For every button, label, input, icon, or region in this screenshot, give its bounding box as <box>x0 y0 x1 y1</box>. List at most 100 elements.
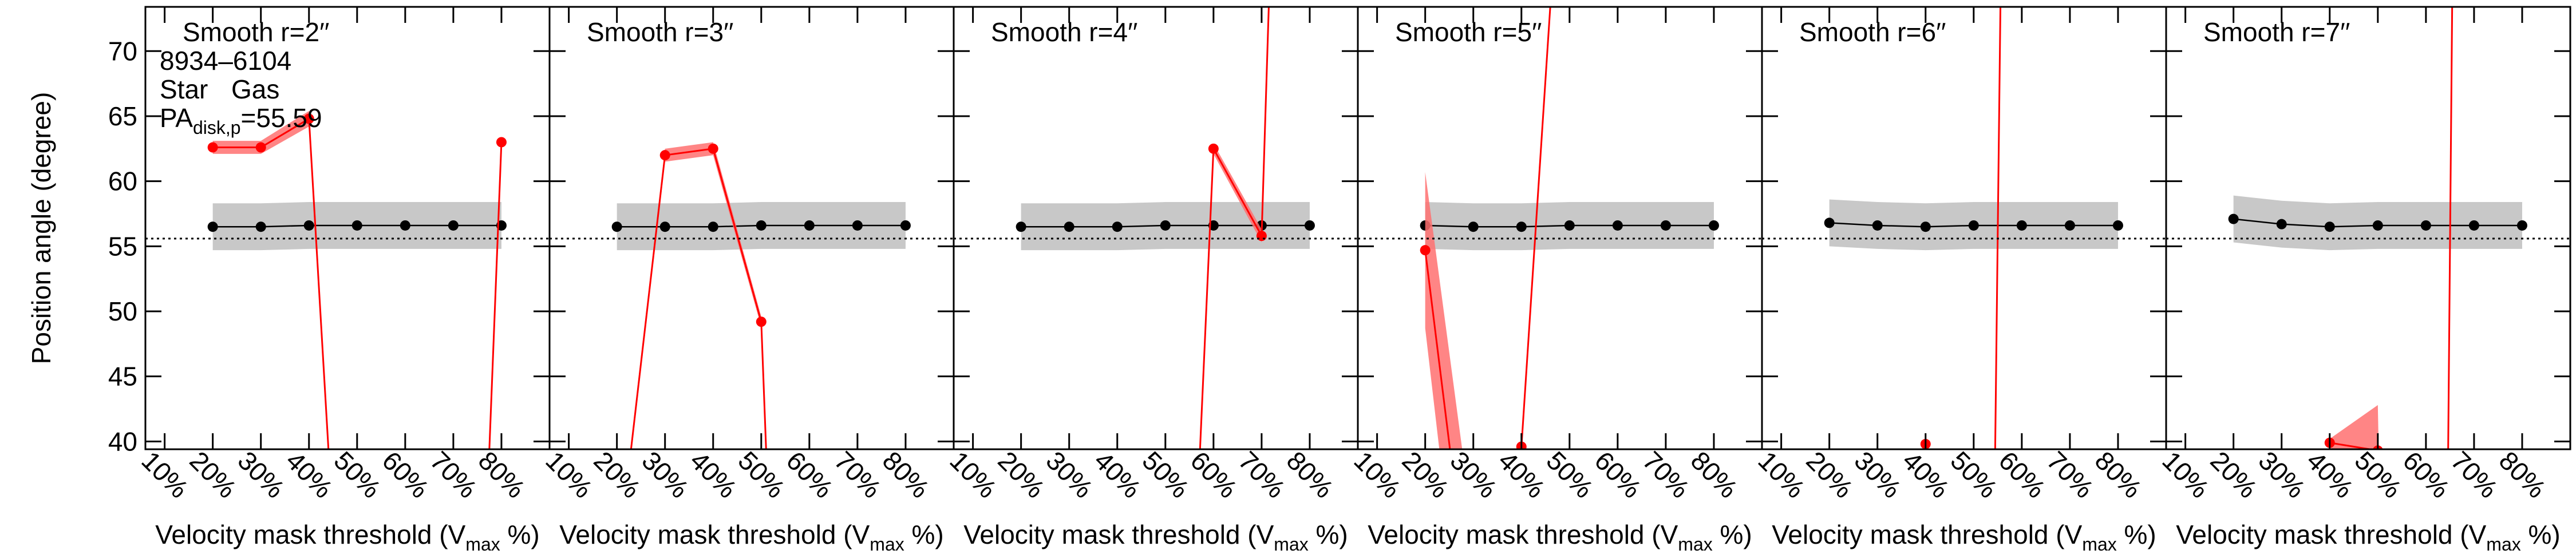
y-tick-label: 70 <box>108 36 137 66</box>
x-tick-label: 70% <box>1637 445 1696 504</box>
legend-label: Gas <box>231 74 279 104</box>
panel: 40 45 50 55 60 65 70 10%20%30%40%50%60%70%80% Ve… <box>26 6 551 555</box>
plot-area <box>145 110 550 449</box>
point <box>2324 221 2335 232</box>
point <box>1064 221 1074 232</box>
series-line <box>1199 7 1270 449</box>
x-tick-label: 70% <box>425 445 483 504</box>
point <box>900 220 911 231</box>
x-tick-label: 50% <box>329 445 387 504</box>
point <box>1824 217 1835 228</box>
point <box>2016 220 2027 231</box>
x-label-sub: max <box>870 534 904 555</box>
point <box>1160 220 1171 231</box>
x-tick-label: 60% <box>1993 445 2052 504</box>
point <box>1016 221 1026 232</box>
point <box>400 220 410 231</box>
panel: 10%20%30%40%50%60%70%80%Velocity mask th… <box>540 6 955 555</box>
plot-area <box>1358 7 1762 449</box>
legend-label: Star <box>160 74 208 104</box>
x-tick-label: 10% <box>136 445 194 504</box>
x-tick-label: 60% <box>1185 445 1243 504</box>
point <box>496 137 507 148</box>
pa-annotation: PAdisk,p=55.59 <box>160 103 322 138</box>
x-tick-label: 30% <box>1444 445 1503 504</box>
x-tick-label: 60% <box>1589 445 1647 504</box>
x-tick-label: 20% <box>2204 445 2263 504</box>
point <box>2276 219 2287 229</box>
x-tick-label: 20% <box>588 445 646 504</box>
y-tick-label: 55 <box>108 231 137 261</box>
x-tick-label: 80% <box>2494 445 2552 504</box>
panel-title: Smooth r=6′′ <box>1799 17 1946 47</box>
panel: 10%20%30%40%50%60%70%80%Velocity mask th… <box>2156 6 2571 555</box>
x-axis-label: Velocity mask threshold (Vmax %) <box>155 520 539 555</box>
point <box>1872 220 1883 231</box>
point <box>611 221 622 232</box>
point <box>2112 220 2123 231</box>
x-tick-label: 80% <box>1281 445 1340 504</box>
series-line <box>1424 7 1551 449</box>
x-tick-label: 80% <box>877 445 935 504</box>
point <box>2372 220 2383 231</box>
point <box>2516 220 2527 231</box>
x-tick-label: 20% <box>1800 445 1859 504</box>
point <box>303 113 314 124</box>
point <box>207 142 218 153</box>
axes-frame <box>2165 6 2571 450</box>
panel: 10%20%30%40%50%60%70%80%Velocity mask th… <box>944 6 1359 555</box>
x-tick-label: 70% <box>2041 445 2100 504</box>
x-label-sub: max <box>1678 534 1712 555</box>
point <box>2468 220 2479 231</box>
x-label-main: Velocity mask threshold (V <box>2176 520 2486 549</box>
y-tick-label: 65 <box>108 101 137 131</box>
point <box>1208 143 1219 154</box>
panel: 10%20%30%40%50%60%70%80%Velocity mask th… <box>1348 6 1763 555</box>
x-label-main: Velocity mask threshold (V <box>963 520 1274 549</box>
x-axis-label: Velocity mask threshold (Vmax %) <box>1772 520 2156 555</box>
x-label-main: Velocity mask threshold (V <box>155 520 465 549</box>
panel-title: Smooth r=4′′ <box>991 17 1137 47</box>
panel-title: Smooth r=2′′ <box>183 17 329 47</box>
x-tick-label: 40% <box>1089 445 1147 504</box>
error-band <box>212 110 329 449</box>
x-tick-label: 40% <box>685 445 743 504</box>
x-tick-label: 70% <box>829 445 887 504</box>
x-label-end: %) <box>1309 520 1348 549</box>
x-axis-label: Velocity mask threshold (Vmax %) <box>1368 520 1752 555</box>
x-tick-label: 10% <box>1348 445 1406 504</box>
x-label-sub: max <box>2486 534 2520 555</box>
x-tick-label: 20% <box>1396 445 1455 504</box>
x-tick-label: 40% <box>1897 445 1955 504</box>
x-tick-label: 30% <box>636 445 694 504</box>
x-tick-label: 80% <box>473 445 531 504</box>
point <box>1304 220 1315 231</box>
point <box>1468 221 1479 232</box>
point <box>1564 220 1575 231</box>
x-tick-label: 80% <box>1685 445 1744 504</box>
point <box>659 221 670 232</box>
x-tick-label: 20% <box>992 445 1050 504</box>
x-label-end: %) <box>1713 520 1752 549</box>
x-axis-label: Velocity mask threshold (Vmax %) <box>559 520 943 555</box>
y-axis-label: Position angle (degree) <box>26 92 56 365</box>
x-tick-label: 20% <box>184 445 242 504</box>
object-id: 8934–6104 <box>160 46 291 76</box>
x-label-end: %) <box>904 520 944 549</box>
x-tick-label: 40% <box>1493 445 1551 504</box>
x-label-sub: max <box>1274 534 1308 555</box>
x-tick-label: 70% <box>1233 445 1291 504</box>
point <box>1112 221 1123 232</box>
pa-value: =55.59 <box>241 103 322 133</box>
x-tick-label: 80% <box>2089 445 2148 504</box>
x-tick-label: 50% <box>1137 445 1195 504</box>
x-tick-label: 10% <box>1752 445 1811 504</box>
series-line <box>2329 7 2453 449</box>
x-tick-label: 50% <box>733 445 791 504</box>
x-tick-label: 30% <box>1848 445 1907 504</box>
point <box>1660 220 1671 231</box>
point <box>303 220 314 231</box>
x-tick-label: 40% <box>280 445 339 504</box>
error-band <box>1199 7 1269 449</box>
x-label-main: Velocity mask threshold (V <box>1772 520 2082 549</box>
